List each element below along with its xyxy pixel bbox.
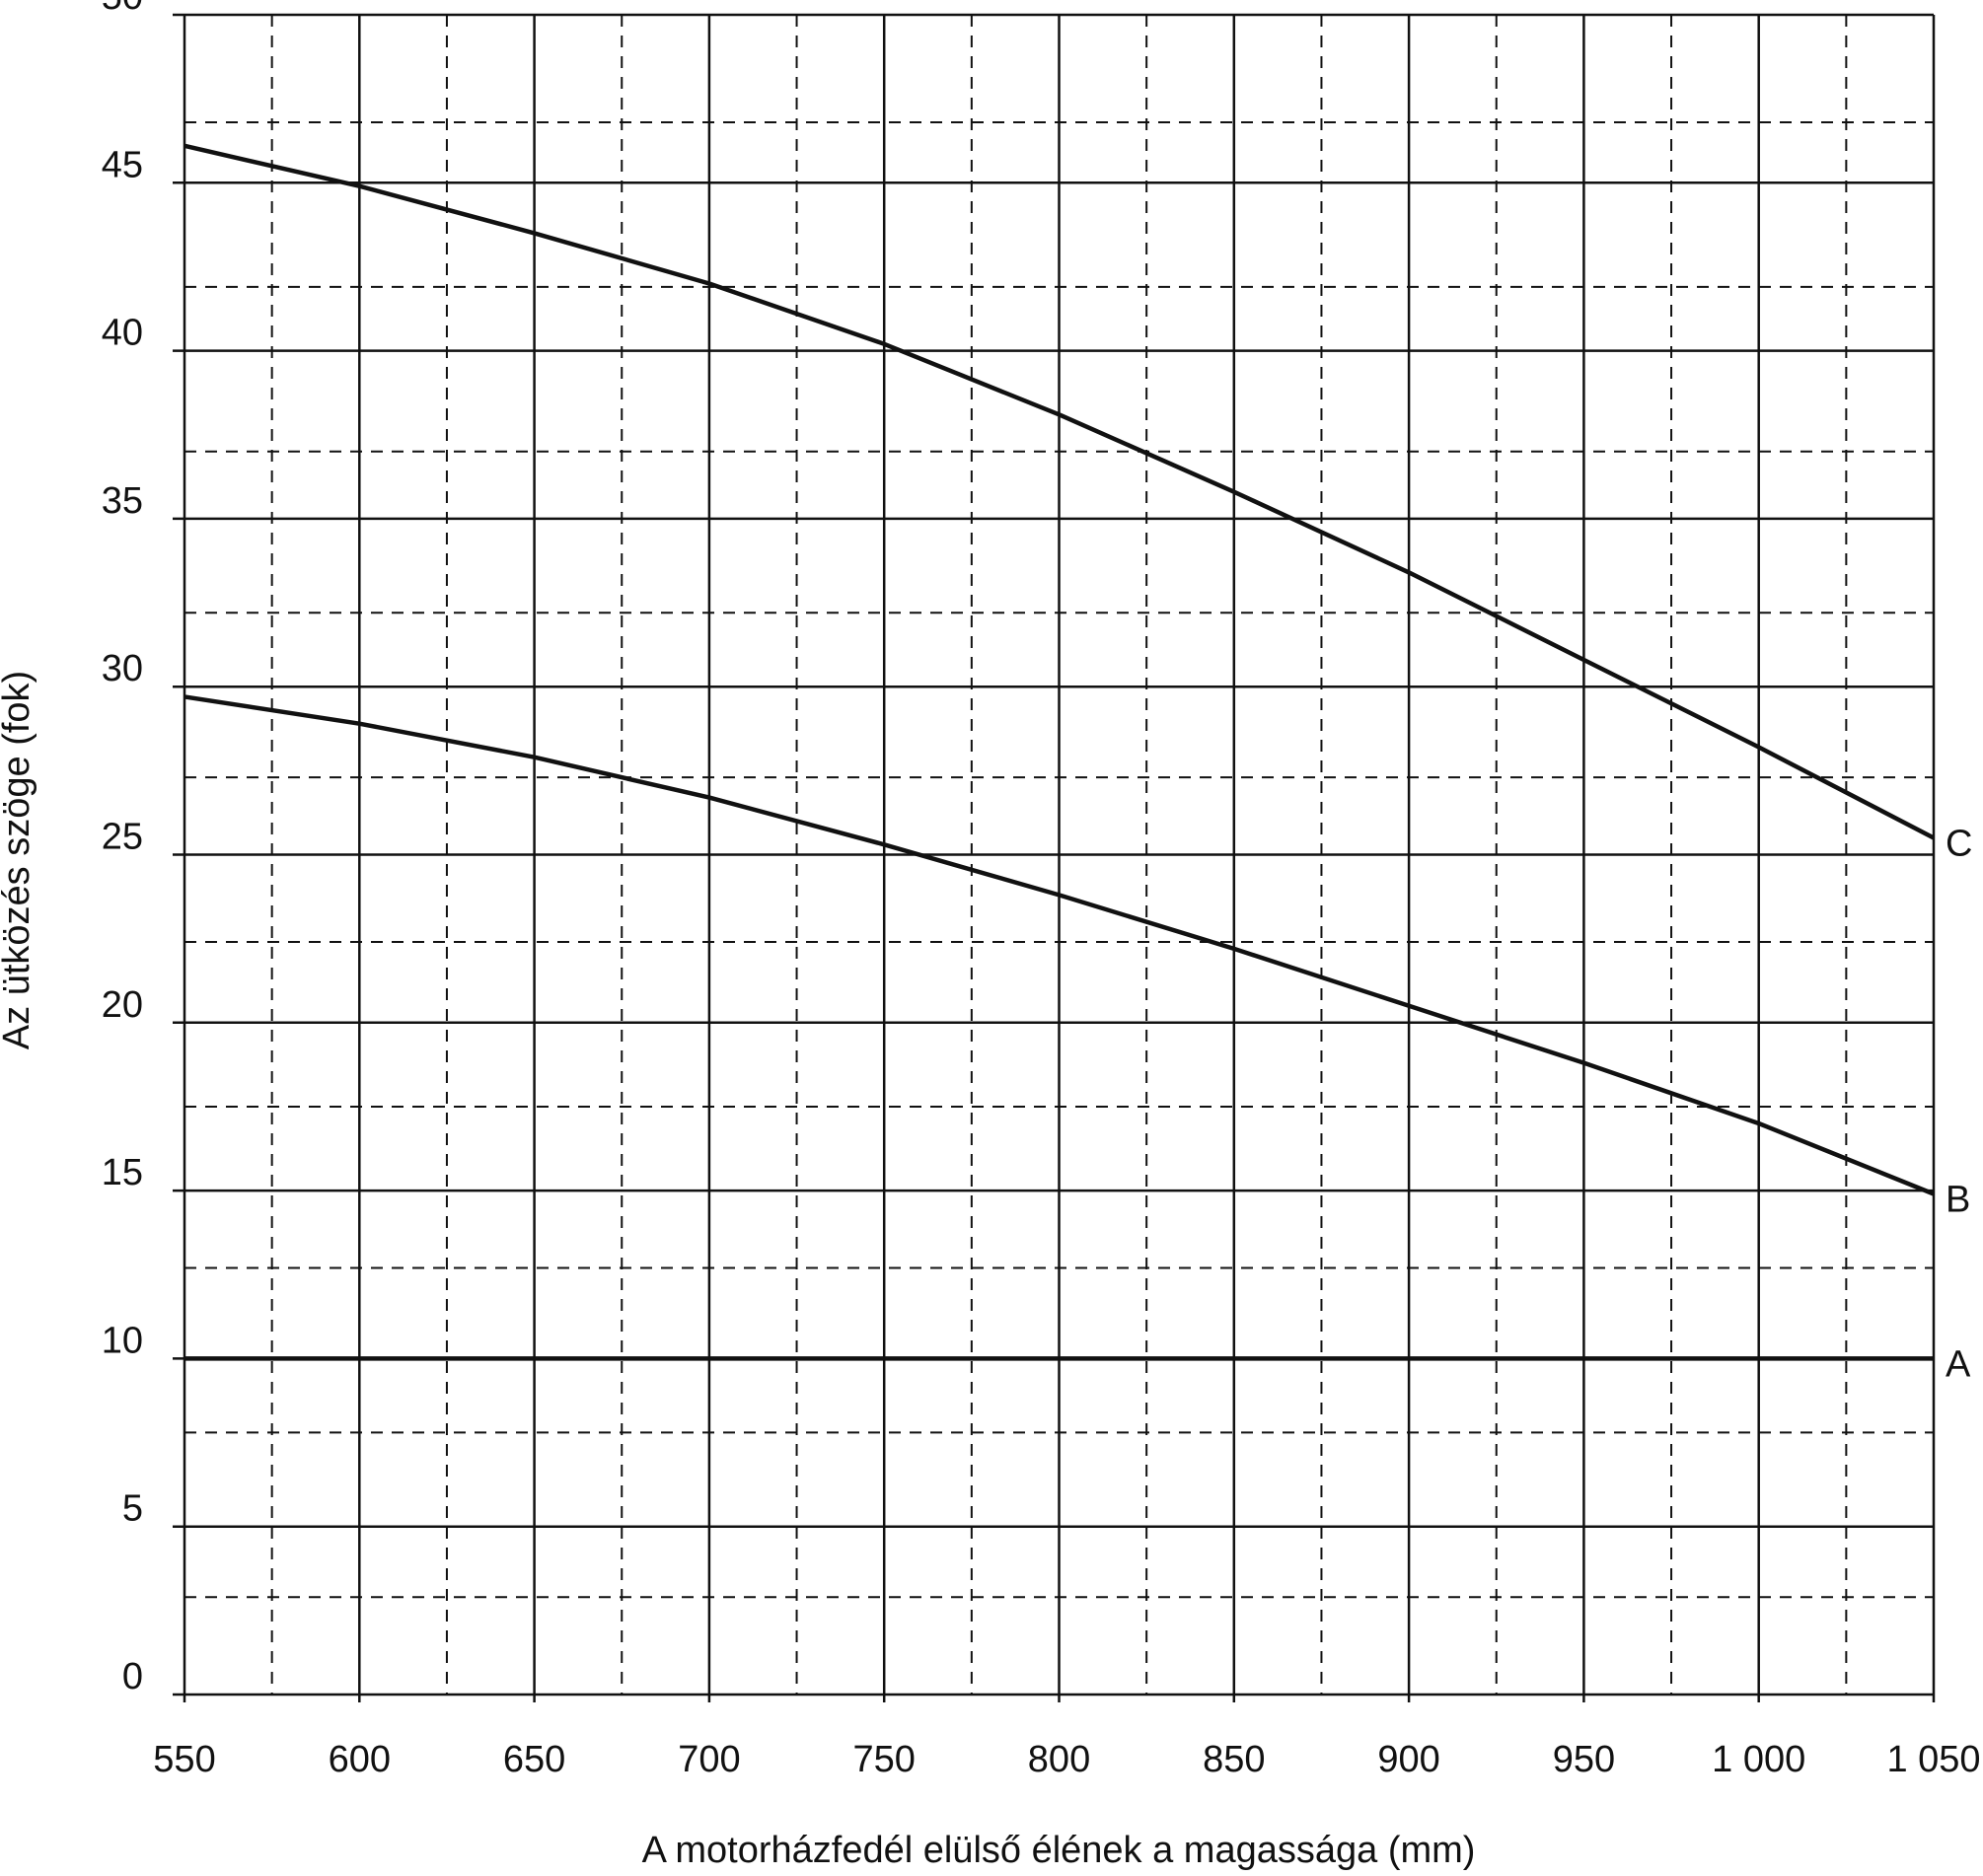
x-tick-label: 650 [503,1739,565,1780]
y-tick-label: 10 [102,1320,143,1361]
x-tick-label: 950 [1553,1739,1615,1780]
x-tick-label: 1 050 [1886,1739,1980,1780]
x-tick-label: 900 [1377,1739,1439,1780]
y-tick-label: 30 [102,648,143,689]
x-tick-label: 1 000 [1712,1739,1805,1780]
x-tick-label: 800 [1028,1739,1090,1780]
y-tick-label: 20 [102,984,143,1026]
y-tick-label: 0 [122,1656,143,1697]
series-line [184,694,1935,1196]
y-tick-label: 50 [102,0,143,18]
y-axis-title: Az ütközés szöge (fok) [0,671,37,1049]
y-tick-label: 5 [122,1488,143,1530]
x-tick-label: 600 [329,1739,391,1780]
series-label: C [1946,824,1972,865]
series-label: B [1946,1180,1970,1221]
y-tick-label: 40 [102,313,143,354]
x-tick-label: 850 [1203,1739,1265,1780]
series-label: A [1946,1343,1971,1385]
y-tick-label: 25 [102,817,143,858]
x-tick-label: 550 [153,1739,215,1780]
y-tick-label: 45 [102,144,143,185]
x-axis-title: A motorházfedél elülső élének a magasság… [642,1830,1476,1871]
y-tick-label: 35 [102,480,143,522]
series-line [184,143,1936,840]
y-tick-label: 15 [102,1152,143,1193]
x-tick-label: 750 [852,1739,915,1780]
x-tick-label: 700 [678,1739,740,1780]
